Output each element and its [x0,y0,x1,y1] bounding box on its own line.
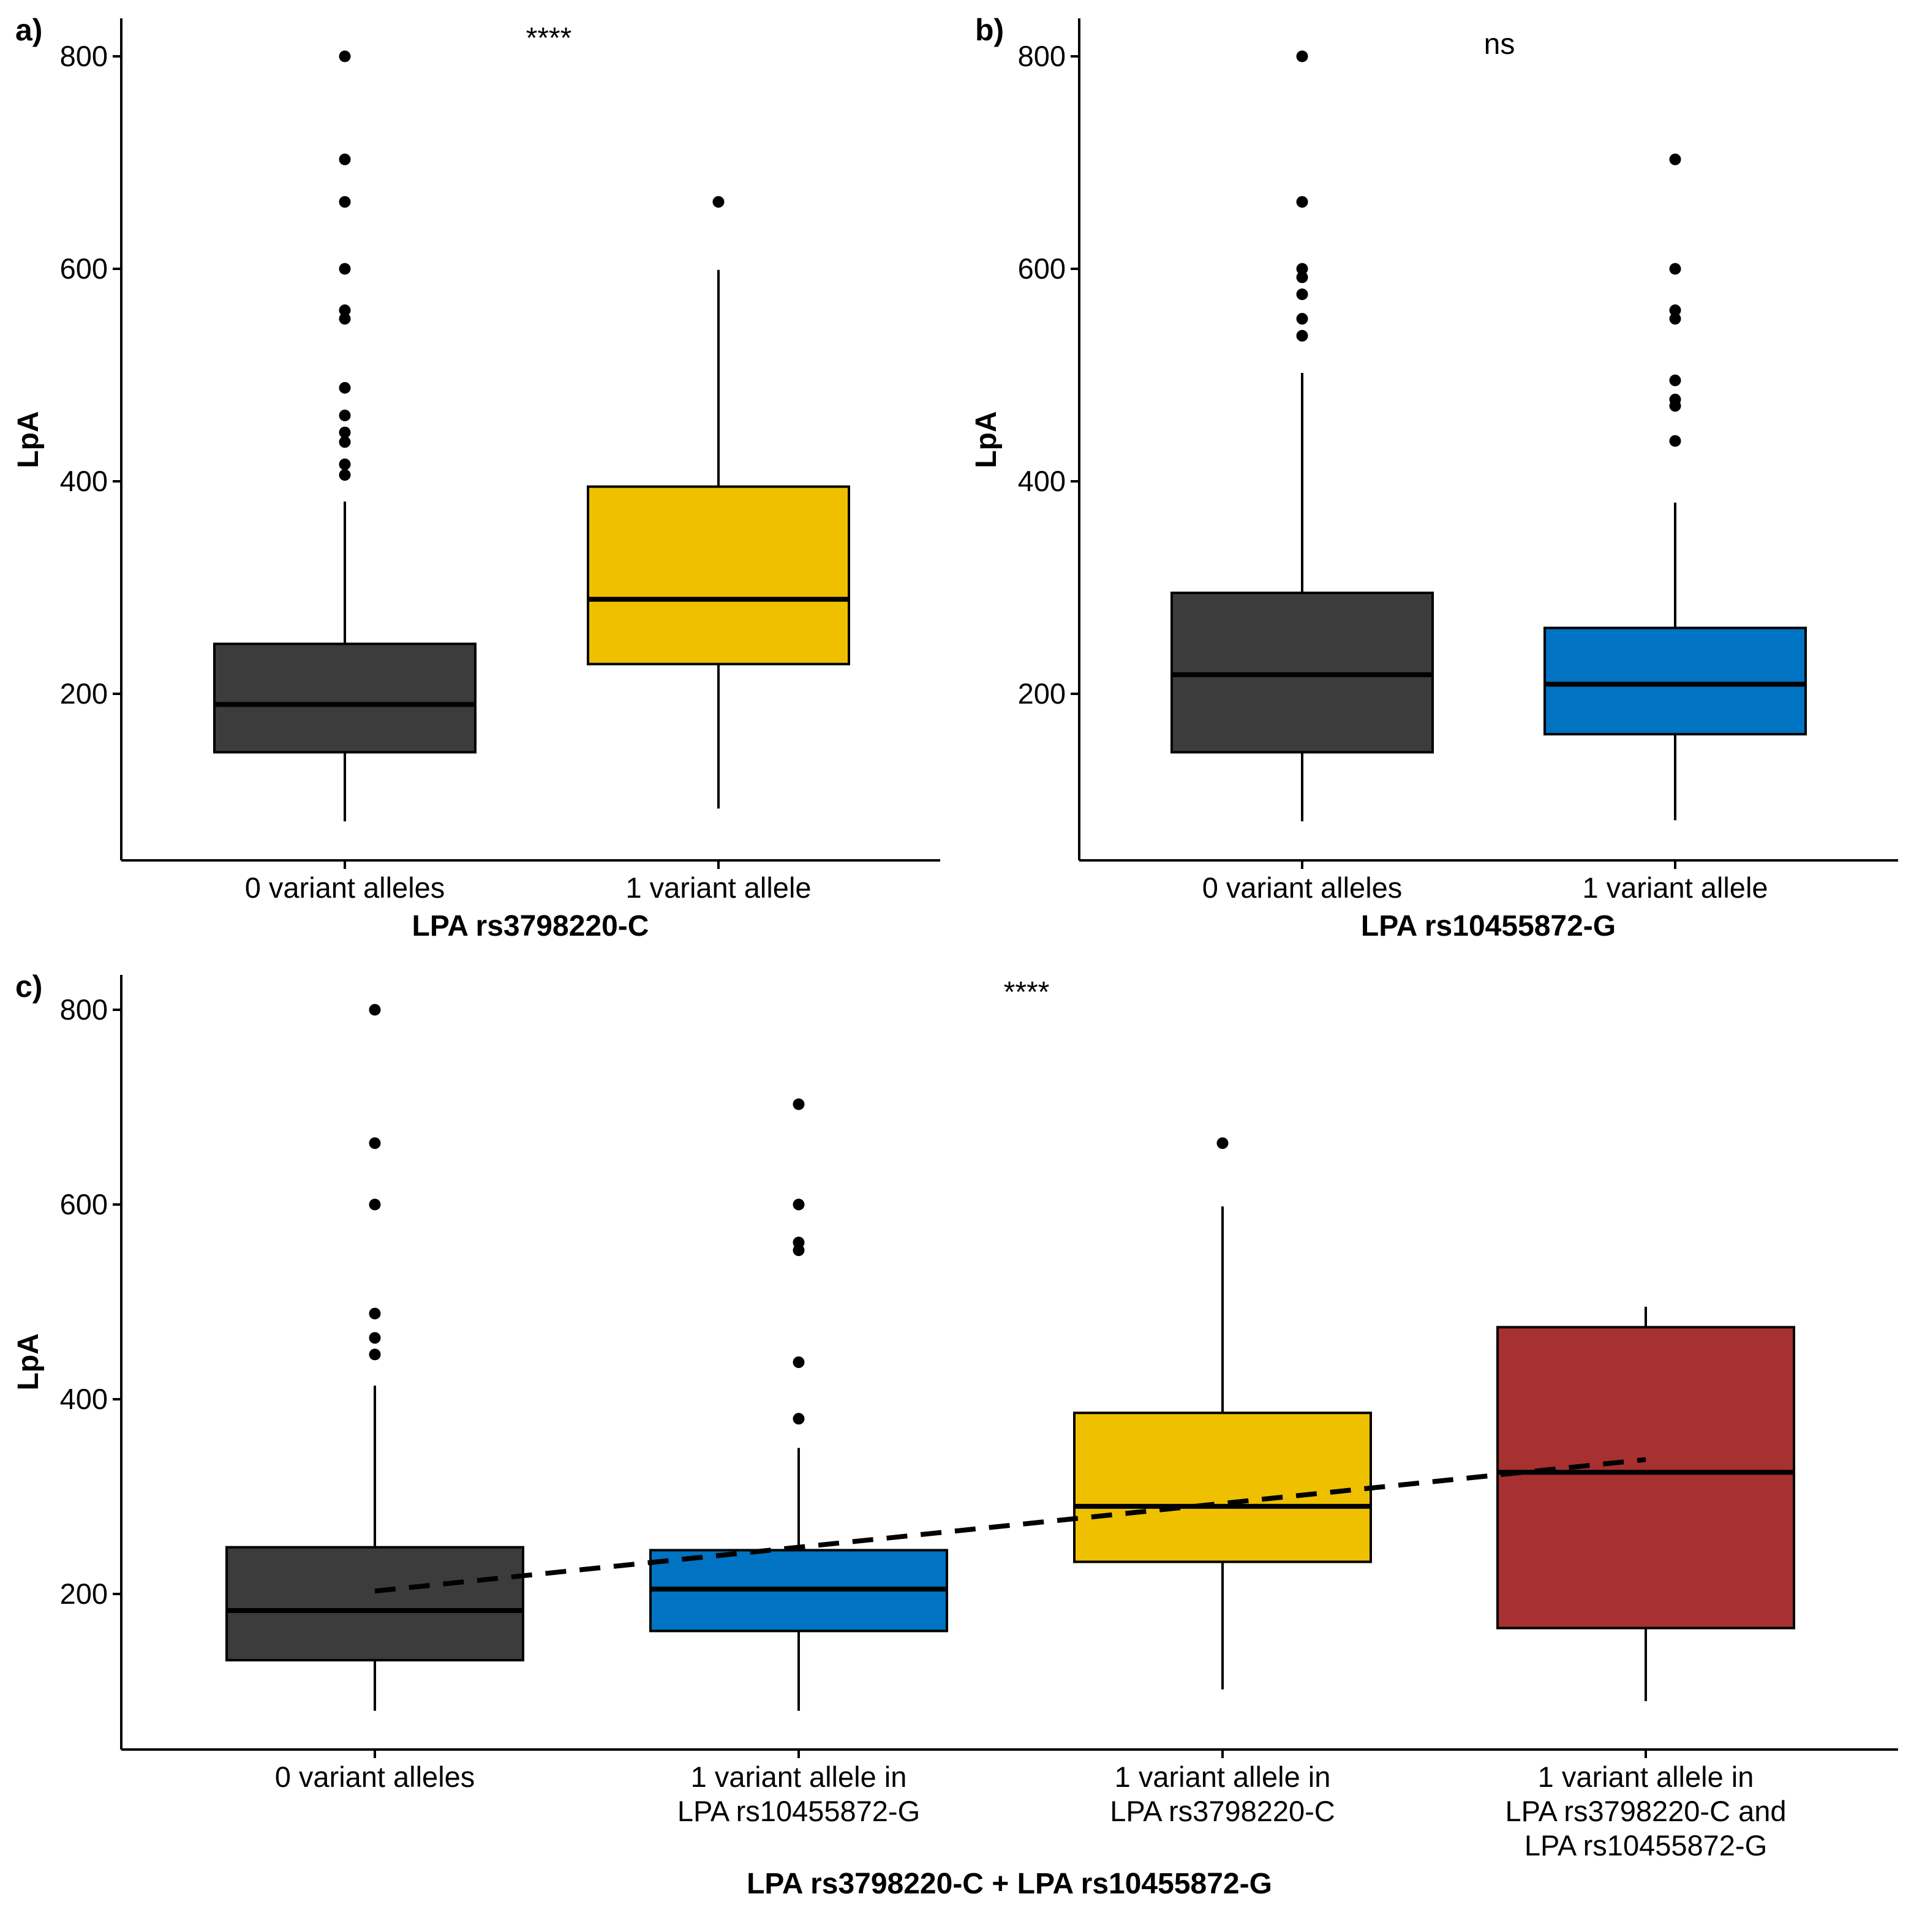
iqr-box [225,1546,524,1662]
outlier-point [339,436,351,448]
panel-b-y-tick-label: 600 [1018,252,1066,285]
outlier-point [1669,435,1681,447]
panel-b-x-tick-label: 1 variant allele [1582,871,1768,904]
panel-a-y-tick-label: 400 [60,465,108,497]
outlier-point [369,1307,381,1320]
panel-c-letter: c) [15,969,42,1004]
panel-c: c) **** LpA LPA rs3798220-C + LPA rs1045… [12,969,1898,1900]
outlier-point [1296,271,1308,284]
outlier-point [793,1244,805,1257]
outlier-point [793,1098,805,1110]
panel-c-box-4 [1496,1306,1795,1701]
outlier-point [1296,263,1308,275]
panel-a-letter: a) [15,13,42,47]
panel-b-y-tick-label: 400 [1018,465,1066,497]
outlier-point [339,304,351,317]
panel-b-significance: ns [1484,28,1515,61]
iqr-box [213,642,477,754]
panel-c-y-tick-label: 200 [60,1577,108,1610]
panel-b-box-2 [1543,153,1807,821]
outlier-point [369,1332,381,1344]
outlier-point [339,263,351,275]
panel-a-y-tick-label: 600 [60,252,108,285]
outlier-point [369,1004,381,1016]
panel-c-y-tick-label: 800 [60,993,108,1026]
panel-c-box-3 [1073,1137,1372,1690]
panel-a-box-2 [587,196,850,809]
panel-c-significance: **** [1004,976,1050,1009]
outlier-point [1216,1137,1229,1149]
outlier-point [339,196,351,208]
outlier-point [1296,313,1308,325]
outlier-point [1296,196,1308,208]
outlier-point [1296,329,1308,342]
panel-a-x-tick-label: 0 variant alleles [245,871,445,904]
outlier-point [339,458,351,470]
panel-c-box-2 [649,1098,948,1711]
outlier-point [339,50,351,62]
panel-c-x-tick-label: 1 variant allele in LPA rs3798220-C and LP… [1505,1761,1786,1862]
panel-a-x-axis-title: LPA rs3798220-C [412,910,649,942]
outlier-point [1669,263,1681,275]
panel-b-x-tick-label: 0 variant alleles [1202,871,1403,904]
panel-b-y-tick-label: 200 [1018,677,1066,710]
outlier-point [1669,304,1681,317]
panel-a-significance: **** [526,22,572,55]
outlier-point [1669,374,1681,386]
panel-b-box-1 [1170,50,1434,822]
outlier-point [1296,288,1308,301]
panel-b: b) ns LpA LPA rs10455872-G 200 400 600 800 0… [970,13,1898,942]
panel-c-box-1 [225,1004,524,1711]
panel-a-box-1 [213,50,477,822]
iqr-box [1073,1411,1372,1563]
outlier-point [712,196,725,208]
outlier-point [339,409,351,421]
panel-c-y-axis-title: LpA [12,1333,45,1390]
outlier-point [339,469,351,481]
iqr-box [1496,1326,1795,1629]
panel-a-y-tick-label: 200 [60,677,108,710]
outlier-point [793,1413,805,1425]
iqr-box [1543,626,1807,735]
outlier-point [369,1137,381,1149]
panel-a-y-axis-title: LpA [12,411,45,468]
panel-c-x-tick-label: 1 variant allele in LPA rs10455872-G [677,1761,920,1827]
outlier-point [339,426,351,438]
panel-b-y-tick-label: 800 [1018,40,1066,72]
panel-a-y-tick-label: 800 [60,40,108,72]
panel-c-y-tick-label: 600 [60,1188,108,1220]
panel-c-trend-line [374,1457,1646,1594]
outlier-point [793,1198,805,1211]
panel-b-x-axis-title: LPA rs10455872-G [1361,910,1616,942]
outlier-point [369,1198,381,1211]
outlier-point [793,1356,805,1369]
outlier-point [369,1348,381,1361]
iqr-box [587,485,850,666]
panel-a: a) **** LpA LPA rs3798220-C 200 400 600 800… [12,13,940,942]
panel-b-letter: b) [975,13,1004,47]
panel-c-y-tick-label: 400 [60,1383,108,1415]
panel-a-x-tick-label: 1 variant allele [625,871,811,904]
outlier-point [1669,313,1681,325]
panel-b-y-axis-title: LpA [970,411,1003,468]
outlier-point [339,313,351,325]
outlier-point [1669,400,1681,412]
panel-c-x-tick-label: 0 variant alleles [275,1761,475,1793]
panel-c-x-axis-title: LPA rs3798220-C + LPA rs10455872-G [747,1868,1272,1900]
outlier-point [339,153,351,165]
outlier-point [339,382,351,394]
panel-c-x-tick-label: 1 variant allele in LPA rs3798220-C [1110,1761,1335,1827]
outlier-point [1669,153,1681,165]
outlier-point [1296,50,1308,62]
